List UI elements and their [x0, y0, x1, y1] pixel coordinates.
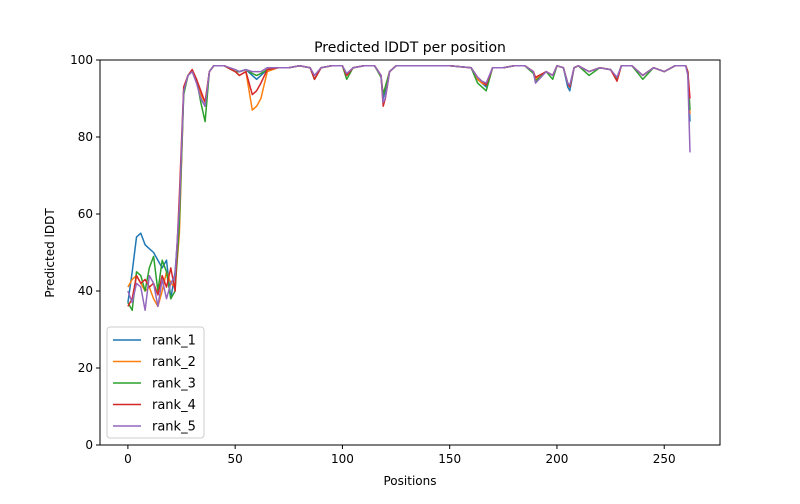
x-tick-label: 200: [546, 452, 569, 466]
y-tick-label: 40: [78, 284, 93, 298]
chart-title: Predicted lDDT per position: [314, 40, 506, 56]
y-tick-label: 100: [70, 53, 93, 67]
x-tick-label: 250: [653, 452, 676, 466]
x-tick-label: 100: [331, 452, 354, 466]
legend-label: rank_3: [152, 377, 196, 392]
legend: rank_1 rank_2 rank_3 rank_4 rank_5: [106, 326, 205, 439]
legend-label: rank_5: [152, 420, 196, 435]
series-line-rank_3: [127, 65, 691, 312]
y-axis-ticks: 0 20 40 60 80 100: [70, 53, 100, 452]
x-axis-label: Positions: [384, 474, 437, 488]
series-lines: [127, 65, 691, 312]
legend-box: [106, 326, 205, 439]
x-tick-label: 0: [124, 452, 132, 466]
y-tick-label: 60: [78, 207, 93, 221]
x-tick-label: 50: [228, 452, 243, 466]
y-tick-label: 20: [78, 361, 93, 375]
legend-label: rank_4: [152, 398, 196, 413]
series-line-rank_5: [127, 65, 691, 312]
y-tick-label: 80: [78, 130, 93, 144]
plot-frame: [99, 59, 721, 446]
legend-label: rank_2: [152, 355, 196, 370]
series-line-rank_1: [127, 65, 691, 303]
series-line-rank_2: [127, 65, 691, 308]
series-line-rank_4: [127, 65, 691, 307]
y-axis-label: Predicted lDDT: [43, 208, 57, 298]
x-axis-ticks: 0 50 100 150 200 250: [124, 445, 676, 466]
y-tick-label: 0: [85, 438, 93, 452]
x-tick-label: 150: [438, 452, 461, 466]
legend-label: rank_1: [152, 334, 196, 349]
